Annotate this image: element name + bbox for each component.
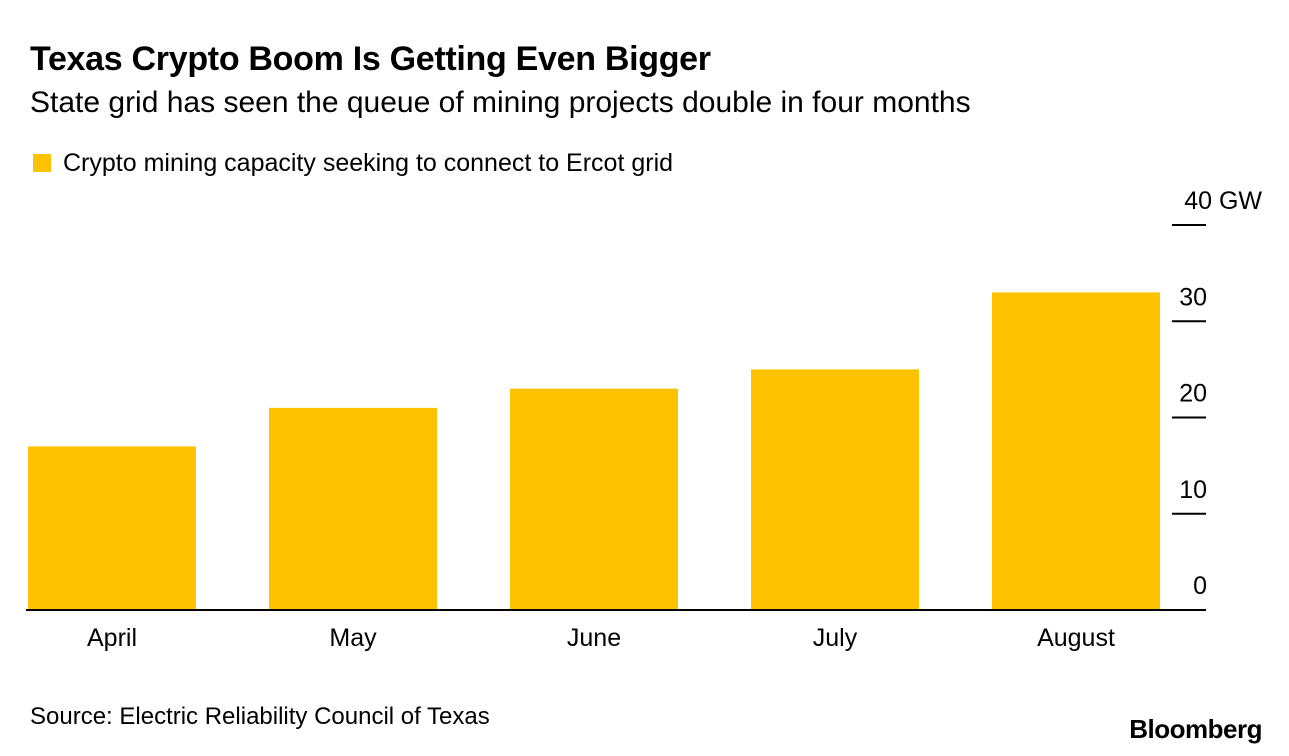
x-tick-label: April (87, 624, 137, 652)
x-tick-label: June (567, 624, 621, 652)
y-tick-label: 0 (1193, 572, 1207, 600)
x-tick-label: August (1037, 624, 1115, 652)
bar-june (510, 388, 678, 610)
source-note: Source: Electric Reliability Council of … (30, 703, 490, 730)
legend: Crypto mining capacity seeking to connec… (33, 148, 673, 178)
y-tick-label: 40 GW (1184, 187, 1262, 215)
bar-july (751, 369, 919, 610)
bar-august (992, 292, 1160, 610)
legend-label: Crypto mining capacity seeking to connec… (63, 148, 674, 177)
bar-may (269, 407, 437, 610)
chart-subtitle: State grid has seen the queue of mining … (30, 86, 971, 119)
x-tick-label: May (329, 624, 377, 652)
bloomberg-logo: Bloomberg (1129, 714, 1262, 744)
y-tick-label: 20 (1179, 380, 1207, 408)
legend-swatch (33, 154, 51, 172)
bar-april (28, 446, 196, 610)
x-tick-label: July (813, 624, 858, 652)
y-tick-label: 10 (1179, 476, 1207, 504)
chart-title: Texas Crypto Boom Is Getting Even Bigger (30, 40, 711, 78)
y-tick-label: 30 (1179, 283, 1207, 311)
